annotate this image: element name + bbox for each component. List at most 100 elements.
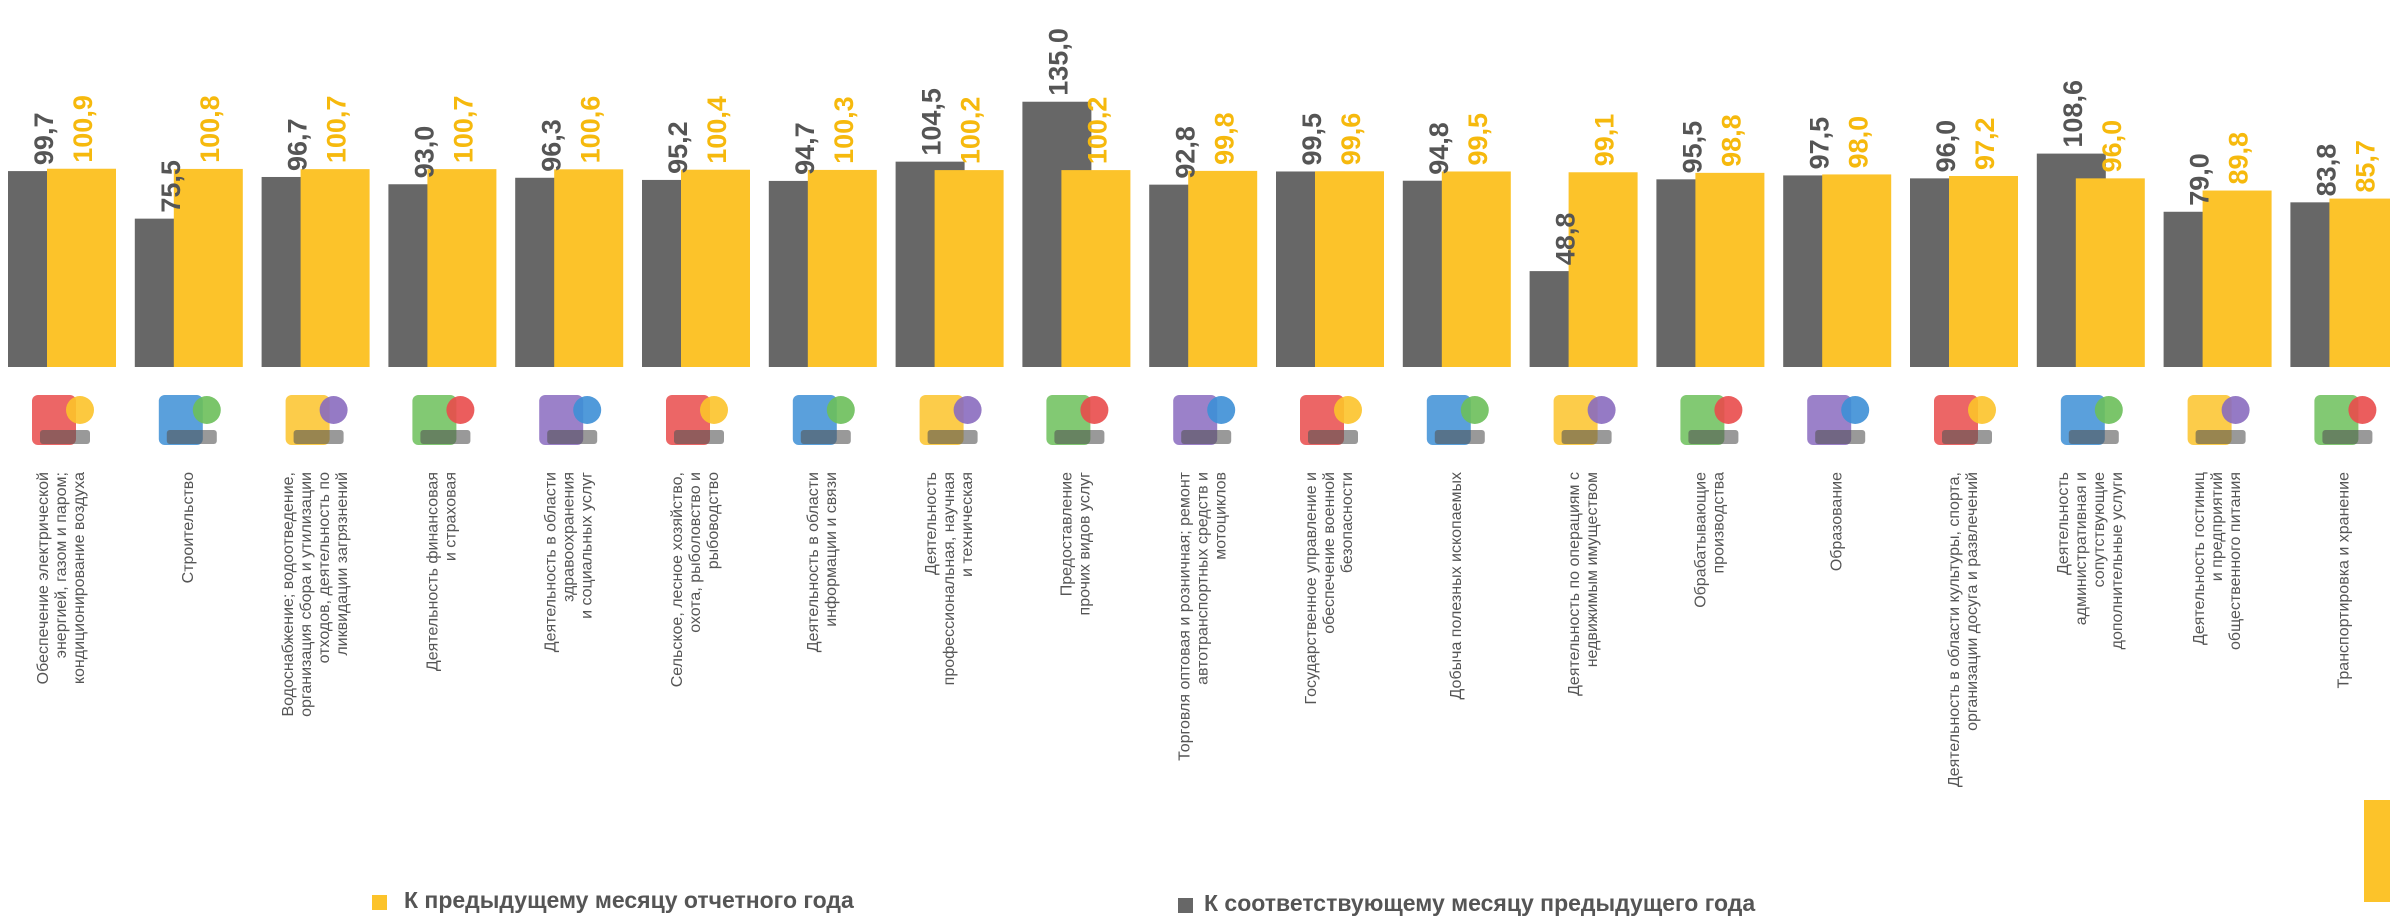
icon-shape	[826, 396, 855, 424]
category-label: и техническая	[959, 472, 976, 577]
category-label: Государственное управление и	[1303, 472, 1320, 704]
category-label: профессиональная, научная	[941, 472, 958, 685]
legend-label: К соответствующему месяцу предыдущего го…	[1204, 890, 1755, 916]
bar	[1061, 170, 1131, 367]
icon-shape	[1815, 430, 1866, 444]
icon-shape	[1181, 430, 1232, 444]
bar	[1568, 172, 1638, 367]
category-label: Добыча полезных ископаемых	[1448, 472, 1465, 699]
bar	[1695, 172, 1765, 367]
category-label: и социальных услуг	[578, 472, 595, 619]
value-label: 93,0	[410, 126, 440, 179]
value-label: 48,8	[1551, 213, 1581, 266]
legend-swatch	[372, 895, 387, 910]
icon-shape	[293, 430, 344, 444]
category-label: безопасности	[1339, 472, 1356, 573]
category-label: недвижимым имуществом	[1584, 472, 1601, 667]
bar	[2075, 178, 2145, 367]
category-label: энергией, газом и паром;	[53, 472, 70, 658]
category-label: отходов, деятельность по	[316, 472, 333, 663]
icon-shape	[800, 430, 851, 444]
icon-shape	[1561, 430, 1612, 444]
value-label: 95,5	[1678, 121, 1708, 174]
category-label: Транспортировка и хранение	[2336, 472, 2353, 689]
value-label: 100,4	[702, 96, 732, 164]
icon-shape	[1841, 396, 1870, 424]
bars	[8, 101, 2390, 367]
category-label: кондиционирование воздуха	[71, 472, 88, 684]
value-label: 97,5	[1804, 117, 1834, 170]
value-label: 85,7	[2351, 140, 2381, 193]
category-label: организация сбора и утилизации	[298, 472, 315, 717]
icon-shape	[953, 396, 982, 424]
icon-shape	[2195, 430, 2246, 444]
category-label: Обрабатывающие	[1693, 472, 1710, 608]
legend-swatch	[1178, 898, 1193, 913]
value-label: 99,1	[1590, 114, 1620, 167]
bar	[300, 169, 370, 367]
value-label: 99,8	[1209, 112, 1239, 165]
bar	[934, 170, 1004, 367]
icon-shape	[319, 396, 348, 424]
category-label: Деятельность по операциям с	[1566, 472, 1583, 696]
icon-shape	[166, 430, 217, 444]
icon-shape	[1587, 396, 1616, 424]
icon-shape	[1942, 430, 1992, 444]
category-label: Деятельность в области культуры, спорта,	[1946, 472, 1963, 787]
category-label: автотранспортных средств и	[1194, 472, 1211, 685]
bar	[1188, 170, 1258, 367]
icon-shape	[40, 430, 90, 444]
value-label: 100,2	[1083, 97, 1113, 165]
category-label: и предприятий	[2209, 472, 2226, 581]
category-label: Образование	[1828, 472, 1845, 571]
value-label: 75,5	[156, 160, 186, 213]
value-label: 100,9	[68, 95, 98, 163]
icon-shape	[420, 430, 471, 444]
legend: К предыдущему месяцу отчетного года К соо…	[372, 887, 1755, 916]
value-label: 98,0	[1843, 116, 1873, 169]
category-label: Предоставление	[1059, 472, 1076, 596]
bar	[1441, 171, 1511, 367]
value-label: 108,6	[2058, 80, 2088, 148]
icon-shape	[927, 430, 978, 444]
value-label: 94,7	[790, 122, 820, 175]
bar	[2202, 190, 2272, 367]
value-label: 100,6	[575, 96, 605, 164]
icon-shape	[1207, 396, 1236, 424]
value-label: 92,8	[1170, 126, 1200, 179]
category-label: Деятельность гостиниц	[2191, 472, 2208, 645]
category-label: здравоохранения	[560, 472, 577, 602]
icon-shape	[2348, 396, 2377, 424]
category-label: административная и	[2073, 472, 2090, 625]
value-label: 104,5	[917, 88, 947, 156]
category-label: сопутствующие	[2091, 472, 2108, 587]
value-label: 94,8	[1424, 122, 1454, 175]
category-label: Деятельность в области	[805, 472, 822, 652]
value-label: 97,2	[1970, 117, 2000, 170]
category-label: Деятельность финансовая	[425, 472, 442, 671]
value-label: 99,5	[1297, 113, 1327, 166]
icon-shape	[674, 430, 724, 444]
category-label: организации досуга и развлечений	[1964, 472, 1981, 731]
category-label: Деятельность в области	[542, 472, 559, 652]
bar	[47, 168, 116, 367]
bar	[807, 169, 877, 367]
value-label: 100,8	[195, 95, 225, 163]
bar	[427, 169, 497, 367]
icon-shape	[1688, 430, 1739, 444]
category-label: ликвидации загрязнений	[334, 472, 351, 656]
category-label: Деятельность	[2055, 472, 2072, 575]
category-label: общественного питания	[2227, 472, 2244, 650]
value-label: 99,6	[1336, 113, 1366, 166]
category-label: производства	[1711, 472, 1728, 574]
value-label: 100,3	[829, 96, 859, 164]
icon-shape	[1080, 396, 1109, 424]
value-label: 95,2	[663, 121, 693, 174]
icon-shape	[1434, 430, 1485, 444]
value-label: 96,3	[536, 119, 566, 172]
value-label: 96,0	[1931, 120, 1961, 173]
category-label: и страховая	[443, 472, 460, 561]
value-label: 100,7	[322, 96, 352, 164]
labels: 99,7 100,9 Обеспечение электрической энерги…	[29, 28, 2380, 787]
